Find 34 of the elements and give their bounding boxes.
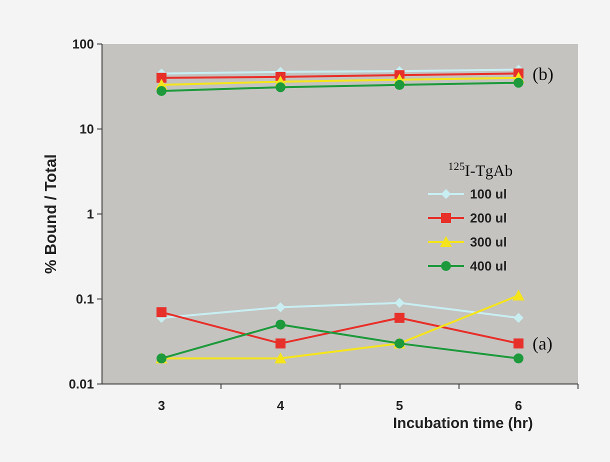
point bbox=[156, 307, 166, 318]
x-tick-label: 5 bbox=[396, 398, 404, 413]
y-axis-title: % Bound / Total bbox=[43, 154, 60, 274]
legend-title: $^{125}$I-TgAb bbox=[448, 161, 513, 180]
point bbox=[514, 338, 524, 348]
legend-label: 300 ul bbox=[470, 234, 507, 250]
point bbox=[156, 72, 166, 83]
point bbox=[156, 86, 166, 96]
annotation: (b) bbox=[532, 64, 554, 84]
y-tick-label: 100 bbox=[72, 36, 94, 52]
point bbox=[394, 80, 404, 90]
legend-label: 200 ul bbox=[470, 210, 507, 226]
annotation: (a) bbox=[532, 334, 552, 354]
point bbox=[514, 353, 524, 364]
legend-label: 100 ul bbox=[470, 186, 507, 202]
point bbox=[512, 289, 524, 300]
point bbox=[276, 82, 286, 92]
point bbox=[276, 338, 286, 348]
point bbox=[394, 312, 404, 323]
x-tick-label: 4 bbox=[276, 398, 285, 413]
y-tick-label: 10 bbox=[80, 122, 94, 137]
y-tick-label: 0.01 bbox=[68, 376, 94, 392]
x-axis-title: Incubation time (hr) bbox=[393, 415, 533, 432]
point bbox=[514, 78, 524, 88]
point bbox=[514, 312, 524, 323]
x-tick-label: 3 bbox=[158, 398, 166, 413]
legend-label: 400 ul bbox=[470, 258, 507, 274]
point bbox=[276, 320, 286, 330]
point bbox=[394, 298, 404, 308]
x-tick-label: 6 bbox=[514, 398, 522, 413]
point bbox=[274, 352, 286, 364]
y-tick-label: 0.1 bbox=[76, 292, 94, 307]
point bbox=[276, 302, 286, 312]
y-tick-label: 1 bbox=[86, 206, 94, 222]
